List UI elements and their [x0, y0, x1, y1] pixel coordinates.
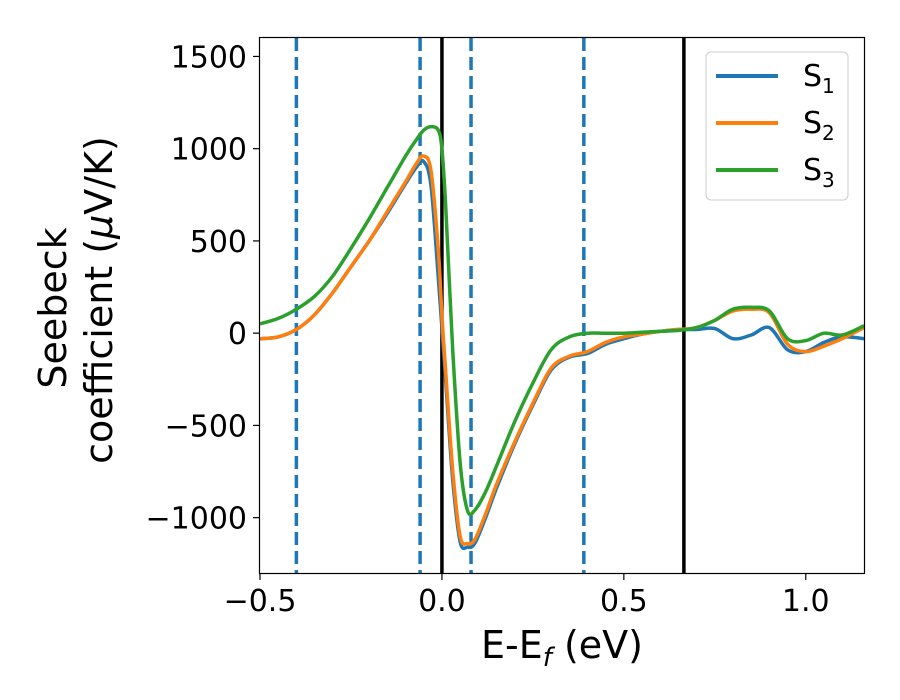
x-tick-label: 0.0: [418, 584, 466, 619]
x-tick-label: −0.5: [224, 584, 297, 619]
legend: S1 S2 S3: [705, 51, 849, 201]
series-line-s1: [259, 158, 865, 551]
y-axis-label-line2: coefficient (μV/K): [77, 136, 121, 464]
series-line-s3: [259, 124, 865, 517]
y-axis-label-line1: Seebeck: [31, 227, 75, 388]
legend-entries: S1 S2 S3: [716, 59, 835, 192]
y-tick-label: 500: [190, 225, 247, 260]
y-tick-label: 1000: [171, 133, 247, 168]
series-lines: [259, 124, 865, 551]
y-tick-label: 1500: [171, 40, 247, 75]
legend-label-s2: S2: [803, 106, 835, 145]
y-axis-ticks: −1000 −500 0 500 1000 1500: [146, 40, 260, 537]
plot-frame: [258, 36, 866, 575]
x-axis-label: E-Ef (eV): [481, 623, 643, 673]
vertical-lines: [294, 38, 686, 573]
series-line-s2: [259, 154, 865, 546]
y-tick-label: −1000: [146, 502, 247, 537]
y-tick-label: −500: [165, 409, 247, 444]
x-tick-label: 1.0: [782, 584, 830, 619]
legend-label-s1: S1: [803, 59, 835, 98]
legend-box: [705, 51, 849, 201]
x-axis-ticks: −0.5 0.0 0.5 1.0: [224, 573, 830, 619]
y-tick-label: 0: [228, 317, 247, 352]
x-tick-label: 0.5: [600, 584, 648, 619]
legend-label-s3: S3: [803, 153, 835, 192]
